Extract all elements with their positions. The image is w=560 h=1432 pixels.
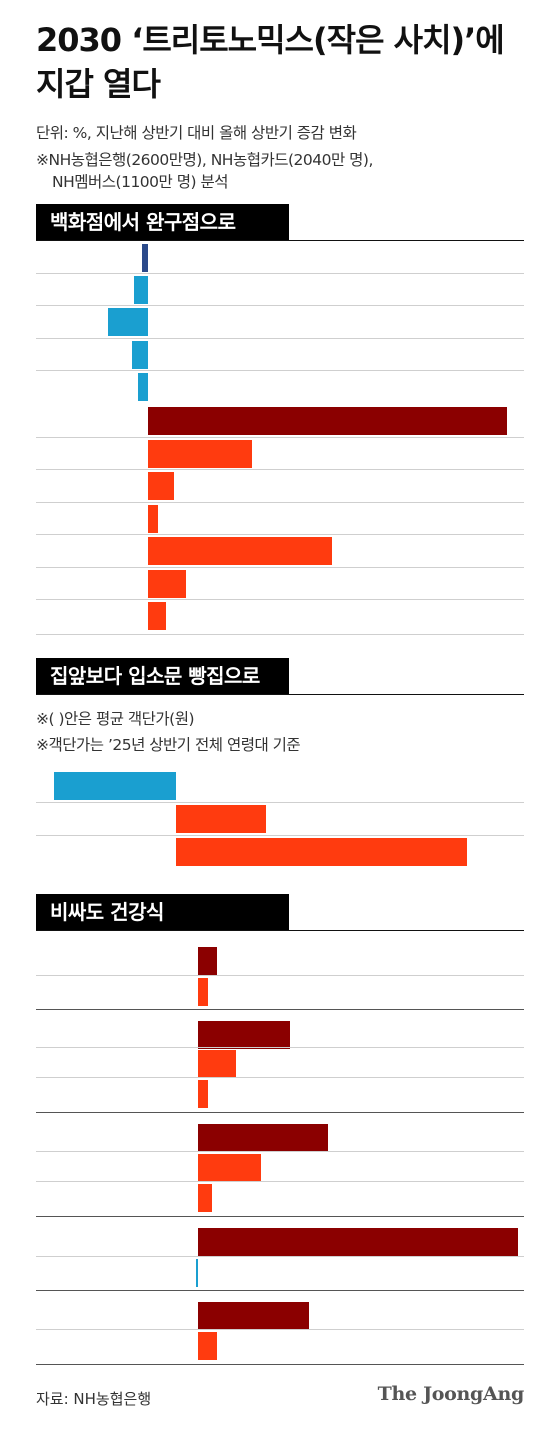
chart-row-9 (0, 535, 560, 567)
health-bar-9 (196, 1259, 198, 1287)
health-row-8 (0, 1226, 560, 1256)
health-bar-0 (198, 947, 218, 975)
bar-1 (133, 276, 148, 304)
chart-row-7 (0, 470, 560, 502)
health-row-0 (0, 945, 560, 975)
row-divider (36, 802, 524, 803)
row-divider (36, 634, 524, 635)
chart-row-4 (0, 371, 560, 403)
bar-7 (148, 472, 174, 500)
section-title-toy: 백화점에서 완구점으로 (36, 204, 289, 240)
row-divider (36, 975, 524, 976)
health-bar-1 (198, 978, 209, 1006)
row-divider (36, 599, 524, 600)
bakery-row-0 (0, 770, 560, 802)
chart-row-10 (0, 568, 560, 600)
joongang-logo: The JoongAng (377, 1383, 525, 1405)
row-divider (36, 1077, 524, 1078)
source-note-line-2: NH멤버스(1100만 명) 분석 (52, 173, 228, 191)
group-divider (36, 1112, 524, 1113)
health-row-6 (0, 1152, 560, 1182)
chart-row-1 (0, 274, 560, 306)
bar-6 (148, 440, 253, 468)
bakery-bar-2 (176, 838, 467, 866)
health-row-10 (0, 1300, 560, 1330)
health-row-1 (0, 976, 560, 1006)
chart-row-11 (0, 600, 560, 632)
chart-row-3 (0, 339, 560, 371)
chart-row-0 (0, 242, 560, 274)
bakery-row-2 (0, 836, 560, 868)
section-divider-bakery (36, 694, 524, 695)
section-title-health: 비싸도 건강식 (36, 894, 289, 930)
bar-10 (148, 570, 187, 598)
bar-5 (148, 407, 507, 435)
row-divider (36, 437, 524, 438)
title-line-1: 2030 ‘트리토노믹스(작은 사치)’에 (36, 21, 505, 59)
chart-row-8 (0, 503, 560, 535)
health-row-3 (0, 1048, 560, 1078)
bar-4 (138, 373, 148, 401)
section-divider-health (36, 930, 524, 931)
row-divider (36, 835, 524, 836)
health-bar-8 (198, 1228, 518, 1256)
row-divider (36, 370, 524, 371)
row-divider (36, 1256, 524, 1257)
health-row-7 (0, 1182, 560, 1212)
source-note-line-1: ※NH농협은행(2600만명), NH농협카드(2040만 명), (36, 151, 373, 169)
row-divider (36, 1047, 524, 1048)
bar-9 (148, 537, 333, 565)
health-bar-7 (198, 1184, 212, 1212)
group-divider (36, 1364, 524, 1365)
row-divider (36, 1329, 524, 1330)
page-title: 2030 ‘트리토노믹스(작은 사치)’에 지갑 열다 (36, 18, 536, 106)
health-bar-4 (198, 1080, 209, 1108)
chart-row-5 (0, 405, 560, 437)
row-divider (36, 502, 524, 503)
health-bar-11 (198, 1332, 218, 1360)
bakery-bar-1 (176, 805, 267, 833)
health-row-11 (0, 1330, 560, 1360)
unit-note: 단위: %, 지난해 상반기 대비 올해 상반기 증감 변화 (36, 124, 357, 142)
bakery-bar-0 (54, 772, 176, 800)
row-divider (36, 305, 524, 306)
bar-0 (141, 244, 148, 272)
group-divider (36, 1290, 524, 1291)
health-bar-5 (198, 1124, 329, 1152)
health-row-2 (0, 1019, 560, 1049)
row-divider (36, 338, 524, 339)
section-divider-toy (36, 240, 524, 241)
chart-row-6 (0, 438, 560, 470)
bakery-row-1 (0, 803, 560, 835)
health-row-5 (0, 1122, 560, 1152)
health-bar-10 (198, 1302, 310, 1330)
bakery-note-1: ※( )안은 평균 객단가(원) (36, 710, 195, 728)
section-title-bakery: 집앞보다 입소문 빵집으로 (36, 658, 289, 694)
bar-8 (148, 505, 158, 533)
bar-3 (131, 341, 148, 369)
health-bar-2 (198, 1021, 291, 1049)
bar-2 (107, 308, 148, 336)
row-divider (36, 534, 524, 535)
row-divider (36, 567, 524, 568)
bakery-note-2: ※객단가는 ’25년 상반기 전체 연령대 기준 (36, 736, 301, 754)
title-line-2: 지갑 열다 (36, 65, 161, 103)
group-divider (36, 1009, 524, 1010)
health-bar-6 (198, 1154, 261, 1182)
health-row-4 (0, 1078, 560, 1108)
health-row-9 (0, 1257, 560, 1287)
row-divider (36, 1181, 524, 1182)
row-divider (36, 469, 524, 470)
health-bar-3 (198, 1050, 237, 1078)
bar-11 (148, 602, 166, 630)
group-divider (36, 1216, 524, 1217)
row-divider (36, 1151, 524, 1152)
row-divider (36, 273, 524, 274)
chart-row-2 (0, 306, 560, 338)
source-text: 자료: NH농협은행 (36, 1390, 152, 1408)
